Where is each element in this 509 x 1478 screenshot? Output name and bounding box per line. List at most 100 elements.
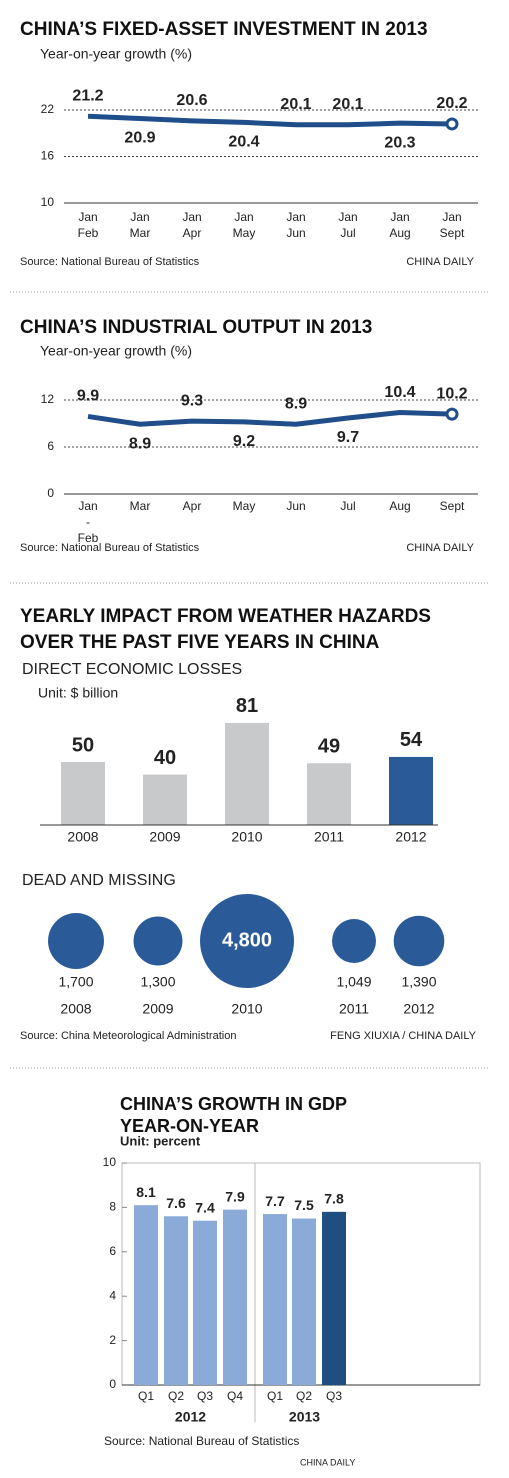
- bubble: [393, 915, 445, 967]
- x-tick-label: 2011: [339, 1001, 369, 1017]
- x-tick-label: Sept: [440, 226, 465, 240]
- x-tick-label: Q3: [326, 1389, 342, 1403]
- chart-title: YEAR-ON-YEAR: [120, 1116, 259, 1136]
- chart-title: CHINA’S FIXED-ASSET INVESTMENT IN 2013: [20, 19, 428, 40]
- credit: CHINA DAILY: [406, 256, 474, 268]
- x-tick-label: Aug: [389, 226, 410, 240]
- y-tick-label: 4: [109, 1288, 116, 1302]
- data-label: 9.9: [77, 388, 99, 405]
- group-label: 2013: [289, 1409, 320, 1425]
- bar: [164, 1216, 188, 1385]
- x-tick-label: Jan: [130, 210, 149, 224]
- data-label: 7.4: [195, 1199, 215, 1215]
- data-label: 7.9: [225, 1188, 245, 1204]
- x-tick-label: Apr: [183, 226, 202, 240]
- data-label: 4,800: [222, 929, 272, 951]
- credit: CHINA DAILY: [406, 542, 474, 554]
- data-label: 21.2: [72, 87, 103, 104]
- data-label: 9.2: [233, 433, 255, 450]
- x-tick-label: Sept: [440, 499, 465, 513]
- data-label: 7.8: [324, 1191, 344, 1207]
- unit-label: Unit: $ billion: [38, 685, 118, 701]
- x-tick-label: Q2: [168, 1389, 184, 1403]
- line: [87, 113, 453, 128]
- x-tick-label: 2012: [403, 1001, 434, 1017]
- y-tick-label: 12: [41, 392, 55, 406]
- bar: [223, 1209, 247, 1385]
- data-label: 20.9: [124, 130, 155, 147]
- data-label: 1,700: [58, 974, 93, 990]
- data-label: 7.7: [265, 1193, 285, 1209]
- x-tick-label: Q2: [296, 1389, 312, 1403]
- x-tick-label: -: [86, 515, 90, 529]
- chart-subtitle: Year-on-year growth (%): [40, 343, 192, 359]
- bar: [61, 762, 105, 825]
- bar: [134, 1205, 158, 1385]
- x-tick-label: Jan: [78, 499, 97, 513]
- y-tick-label: 0: [47, 486, 54, 500]
- x-tick-label: 2008: [67, 829, 98, 845]
- x-tick-label: Jun: [286, 499, 305, 513]
- source: Source: National Bureau of Statistics: [20, 256, 200, 268]
- x-tick-label: 2009: [149, 829, 180, 845]
- x-tick-label: Jul: [340, 499, 355, 513]
- x-tick-label: Mar: [130, 499, 151, 513]
- data-label: 10.2: [436, 385, 467, 402]
- x-tick-label: 2009: [142, 1001, 173, 1017]
- data-label: 1,049: [336, 974, 371, 990]
- data-label: 54: [400, 729, 423, 751]
- x-tick-label: May: [233, 499, 256, 513]
- x-tick-label: Feb: [78, 226, 99, 240]
- data-label: 7.6: [166, 1195, 186, 1211]
- data-label: 1,300: [140, 974, 175, 990]
- data-label: 20.4: [228, 134, 259, 151]
- chart-title: OVER THE PAST FIVE YEARS IN CHINA: [20, 632, 380, 653]
- credit: CHINA DAILY: [300, 1457, 355, 1467]
- data-label: 20.2: [436, 95, 467, 112]
- x-tick-label: Jan: [390, 210, 409, 224]
- data-label: 20.6: [176, 92, 207, 109]
- x-tick-label: 2011: [314, 829, 344, 845]
- data-label: 1,390: [401, 974, 436, 990]
- x-tick-label: Aug: [389, 499, 410, 513]
- line: [87, 410, 453, 427]
- data-label: 9.7: [337, 429, 359, 446]
- y-tick-label: 10: [41, 195, 55, 209]
- data-label: 8.9: [129, 436, 151, 453]
- source: Source: China Meteorological Administrat…: [20, 1030, 236, 1042]
- bar: [225, 722, 269, 825]
- bar: [292, 1218, 316, 1385]
- x-tick-label: Feb: [78, 531, 99, 545]
- data-label: 40: [154, 747, 176, 769]
- x-tick-label: 2008: [60, 1001, 91, 1017]
- y-tick-label: 0: [109, 1377, 116, 1391]
- chart-subtitle: Year-on-year growth (%): [40, 46, 192, 62]
- bar: [193, 1220, 217, 1385]
- data-label: 50: [72, 734, 94, 756]
- data-label: 20.1: [332, 96, 363, 113]
- x-tick-label: 2012: [395, 829, 426, 845]
- data-label: 20.3: [384, 134, 415, 151]
- chart-subtitle: DEAD AND MISSING: [22, 872, 176, 889]
- x-tick-label: 2010: [231, 1001, 262, 1017]
- x-tick-label: Q1: [138, 1389, 154, 1403]
- y-tick-label: 2: [109, 1333, 116, 1347]
- data-label: 8.9: [285, 396, 307, 413]
- bar: [263, 1214, 287, 1385]
- data-label: 7.5: [294, 1197, 314, 1213]
- data-label: 81: [236, 695, 258, 717]
- x-tick-label: Q3: [197, 1389, 213, 1403]
- x-tick-label: 2010: [231, 829, 262, 845]
- x-tick-label: Jan: [286, 210, 305, 224]
- data-label: 49: [318, 736, 340, 758]
- data-label: 20.1: [280, 96, 311, 113]
- source: Source: National Bureau of Statistics: [20, 542, 200, 554]
- x-tick-label: Jul: [340, 226, 355, 240]
- bar: [389, 756, 433, 825]
- chart-title: CHINA’S GROWTH IN GDP: [120, 1094, 347, 1114]
- x-tick-label: Jan: [442, 210, 461, 224]
- x-tick-label: Jan: [234, 210, 253, 224]
- x-tick-label: May: [233, 226, 256, 240]
- x-tick-label: Apr: [183, 499, 202, 513]
